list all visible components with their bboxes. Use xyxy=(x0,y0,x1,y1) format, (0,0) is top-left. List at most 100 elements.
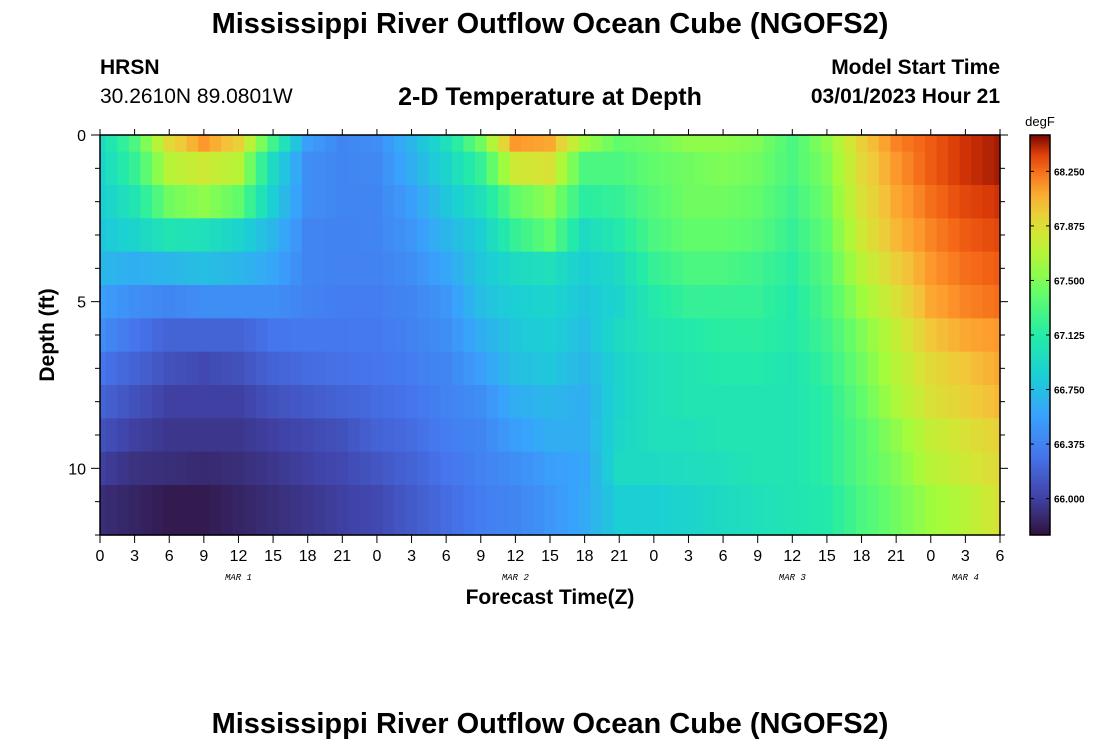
heatmap-cell xyxy=(267,485,280,536)
heatmap-cell xyxy=(821,218,834,253)
heatmap-cell xyxy=(844,218,857,253)
heatmap-cell xyxy=(371,451,384,486)
heatmap-cell xyxy=(798,185,811,219)
heatmap-cell xyxy=(959,485,972,536)
heatmap-cell xyxy=(394,318,407,353)
heatmap-cell xyxy=(890,485,903,536)
heatmap-cell xyxy=(728,318,741,353)
heatmap-cell xyxy=(878,318,891,353)
heatmap-cell xyxy=(232,318,245,353)
heatmap-cell xyxy=(244,485,257,536)
heatmap-cell xyxy=(705,451,718,486)
heatmap-cell xyxy=(428,351,441,386)
heatmap-cell xyxy=(763,251,776,286)
heatmap-cell xyxy=(475,151,488,186)
heatmap-cell xyxy=(509,385,522,419)
date-label: MAR 2 xyxy=(502,573,530,583)
heatmap-cell xyxy=(267,385,280,419)
heatmap-cell xyxy=(255,451,268,486)
heatmap-cell xyxy=(382,218,395,253)
heatmap-cell xyxy=(613,351,626,386)
heatmap-cell xyxy=(913,318,926,353)
heatmap-cell xyxy=(948,185,961,219)
heatmap-cell xyxy=(578,285,591,319)
heatmap-cell xyxy=(971,185,984,219)
heatmap-cell xyxy=(671,135,684,153)
heatmap-cell xyxy=(798,485,811,536)
heatmap-cell xyxy=(336,385,349,419)
heatmap-cell xyxy=(844,351,857,386)
heatmap-cell xyxy=(451,135,465,153)
heatmap-cell xyxy=(705,151,718,186)
heatmap-cell xyxy=(717,251,730,286)
heatmap-cell xyxy=(175,418,188,453)
heatmap-cell xyxy=(936,318,949,353)
heatmap-cell xyxy=(913,218,926,253)
heatmap-cell xyxy=(798,135,811,153)
heatmap-cell xyxy=(890,285,903,319)
heatmap-cell xyxy=(440,285,453,319)
heatmap-cell xyxy=(740,218,753,253)
heatmap-cell xyxy=(971,318,984,353)
heatmap-cell xyxy=(405,285,418,319)
y-axis: 0 5 10 xyxy=(68,128,1008,536)
heatmap-cell xyxy=(117,218,130,253)
heatmap-cell xyxy=(786,451,799,486)
heatmap-cell xyxy=(278,485,291,536)
heatmap-cell xyxy=(959,251,972,286)
heatmap-cell xyxy=(278,285,291,319)
heatmap-cell xyxy=(186,451,199,486)
heatmap-cell xyxy=(994,485,1001,536)
heatmap-cell xyxy=(867,251,880,286)
heatmap-cell xyxy=(267,351,280,386)
heatmap-cell xyxy=(105,318,118,353)
heatmap-cell xyxy=(290,351,303,386)
heatmap-cell xyxy=(232,185,245,219)
heatmap-cell xyxy=(751,418,765,453)
heatmap-cell xyxy=(475,385,488,419)
x-tick-label: 3 xyxy=(130,548,139,565)
heatmap-cell xyxy=(648,451,661,486)
heatmap-cell xyxy=(313,285,326,319)
heatmap-cell xyxy=(532,351,545,386)
heatmap-cell xyxy=(786,185,799,219)
heatmap-cell xyxy=(301,485,315,536)
heatmap-cell xyxy=(509,185,522,219)
heatmap-cell xyxy=(163,451,176,486)
heatmap-cell xyxy=(221,285,234,319)
heatmap-cell xyxy=(717,418,730,453)
heatmap-cell xyxy=(786,385,799,419)
heatmap-cell xyxy=(578,385,591,419)
heatmap-cell xyxy=(521,285,534,319)
heatmap-cell xyxy=(728,218,741,253)
heatmap-cell xyxy=(463,135,476,153)
heatmap-cell xyxy=(151,185,165,219)
heatmap-cell xyxy=(832,185,845,219)
heatmap-cell xyxy=(532,451,545,486)
heatmap-cell xyxy=(867,318,880,353)
heatmap-cell xyxy=(740,285,753,319)
heatmap-cell xyxy=(590,385,603,419)
heatmap-cell xyxy=(740,251,753,286)
x-tick-label: 21 xyxy=(610,548,628,565)
heatmap-cell xyxy=(498,318,511,353)
heatmap-cell xyxy=(359,451,372,486)
heatmap-cell xyxy=(671,451,684,486)
heatmap-cell xyxy=(544,485,557,536)
heatmap-cell xyxy=(798,218,811,253)
heatmap-cell xyxy=(994,151,1001,186)
heatmap-cell xyxy=(982,451,995,486)
heatmap-cell xyxy=(671,218,684,253)
heatmap-cell xyxy=(290,135,303,153)
heatmap-cell xyxy=(636,185,649,219)
heatmap-cell xyxy=(613,251,626,286)
heatmap-cell xyxy=(590,485,603,536)
heatmap-cell xyxy=(936,135,949,153)
heatmap-cell xyxy=(555,218,568,253)
heatmap-cell xyxy=(821,285,834,319)
heatmap-cell xyxy=(763,485,776,536)
heatmap-cell xyxy=(821,385,834,419)
heatmap-cell xyxy=(348,451,361,486)
heatmap-cell xyxy=(325,151,338,186)
heatmap-cell xyxy=(140,318,153,353)
